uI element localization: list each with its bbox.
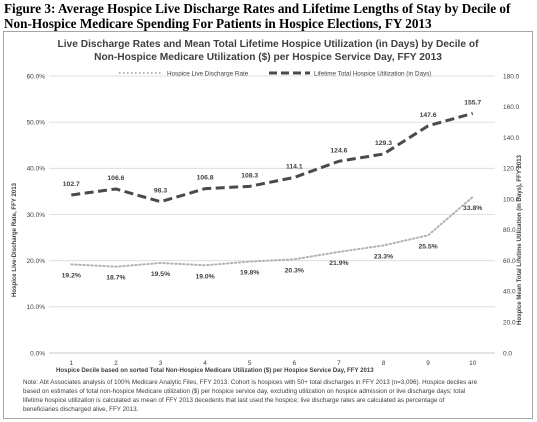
legend-label-live-discharge: Hospice Live Discharge Rate (167, 71, 249, 78)
x-axis-tick-label: 9 (426, 360, 430, 367)
data-label-lifetime-utilization: 129.3 (375, 140, 392, 147)
left-axis-tick-label: 20.0% (27, 258, 46, 265)
x-axis-label: Hospice Decile based on sorted Total Non… (56, 367, 374, 374)
data-label-live-discharge-rate: 23.3% (374, 253, 393, 260)
data-label-live-discharge-rate: 19.8% (240, 270, 259, 277)
right-axis-tick-label: 20.0 (503, 320, 516, 327)
data-label-lifetime-utilization: 108.3 (241, 172, 258, 179)
chart-title-line-2: Non-Hospice Medicare Utilization ($) per… (94, 52, 442, 63)
data-label-lifetime-utilization: 124.6 (330, 147, 347, 154)
series-layer: 19.2% 18.7% 19.5% 19.0% 19.8% 20.3% 21.9% 23.3%… (62, 99, 483, 281)
right-axis-tick-label: 160.0 (503, 104, 520, 111)
series-line-live-discharge-rate (70, 195, 474, 268)
right-axis-tick-label: 60.0 (503, 258, 516, 265)
data-label-live-discharge-rate: 25.5% (418, 243, 437, 250)
x-axis-tick-label: 4 (203, 360, 207, 367)
right-axis-tick-label: 100.0 (503, 196, 520, 203)
data-label-lifetime-utilization: 98.3 (154, 188, 167, 195)
x-axis-ticks: 1 2 3 4 5 6 7 8 9 10 (69, 360, 476, 367)
left-axis-tick-label: 50.0% (27, 119, 46, 126)
left-axis-tick-label: 10.0% (27, 304, 46, 311)
legend: Hospice Live Discharge Rate Lifetime Tot… (119, 71, 431, 78)
legend-label-lifetime-utilization: Lifetime Total Hospice Utilization (in D… (314, 71, 431, 78)
x-axis-tick-label: 1 (69, 360, 73, 367)
x-axis-tick-label: 6 (292, 360, 296, 367)
data-label-lifetime-utilization: 106.8 (197, 175, 214, 182)
figure-title-line-1: Figure 3: Average Hospice Live Discharge… (4, 1, 511, 16)
left-axis-label: Hospice Live-Discharge Rate, FFY 2013 (11, 182, 18, 297)
left-axis-tick-label: 0.0% (30, 350, 45, 357)
data-label-live-discharge-rate: 33.8% (463, 205, 482, 212)
series-line-lifetime-utilization (71, 111, 474, 204)
chart-title-line-1: Live Discharge Rates and Mean Total Life… (58, 39, 480, 50)
data-label-live-discharge-rate: 19.0% (195, 273, 214, 280)
right-axis-tick-label: 80.0 (503, 227, 516, 234)
data-label-lifetime-utilization: 102.7 (63, 181, 80, 188)
right-axis-tick-label: 0.0 (503, 350, 512, 357)
note-line-2: based on estimates of total non-hospice … (23, 388, 465, 395)
dual-axis-line-chart: Live Discharge Rates and Mean Total Life… (11, 39, 523, 413)
left-axis-ticks: 0.0% 10.0% 20.0% 30.0% 40.0% 50.0% 60.0% (27, 73, 46, 357)
data-label-lifetime-utilization: 147.6 (420, 112, 437, 119)
left-axis-tick-label: 30.0% (27, 212, 46, 219)
data-label-live-discharge-rate: 19.5% (151, 271, 170, 278)
data-label-lifetime-utilization: 114.1 (286, 163, 303, 170)
figure-title: Figure 3: Average Hospice Live Discharge… (4, 1, 534, 31)
right-axis-tick-label: 140.0 (503, 135, 520, 142)
x-axis-tick-label: 2 (114, 360, 118, 367)
data-label-live-discharge-rate: 21.9% (329, 260, 348, 267)
chart-frame: Live Discharge Rates and Mean Total Life… (3, 31, 533, 419)
data-label-lifetime-utilization: 155.7 (464, 99, 481, 106)
x-axis-tick-label: 10 (469, 360, 477, 367)
left-axis-tick-label: 60.0% (27, 73, 46, 80)
right-axis-tick-label: 40.0 (503, 289, 516, 296)
note-line-3: lifetime hospice utilization is calculat… (23, 397, 445, 404)
x-axis-tick-label: 8 (382, 360, 386, 367)
right-axis-tick-label: 120.0 (503, 166, 520, 173)
data-label-live-discharge-rate: 18.7% (106, 275, 125, 282)
data-label-live-discharge-rate: 20.3% (285, 267, 304, 274)
figure-title-line-2: Non-Hospice Medicare Spending For Patien… (4, 16, 432, 31)
right-axis-tick-label: 180.0 (503, 73, 520, 80)
data-label-live-discharge-rate: 19.2% (62, 272, 81, 279)
right-axis-ticks: 0.0 20.0 40.0 60.0 80.0 100.0 120.0 140.0 160.0 1… (503, 73, 520, 357)
note-line-1: Note: Abt Associates analysis of 100% Me… (23, 379, 478, 386)
x-axis-tick-label: 5 (248, 360, 252, 367)
data-label-lifetime-utilization: 106.6 (107, 175, 124, 182)
left-axis-tick-label: 40.0% (27, 166, 46, 173)
x-axis-tick-label: 7 (337, 360, 341, 367)
right-axis-label: Hospice Mean Total Lifetime Utilization … (516, 154, 523, 325)
note-line-4: beneficiaries discharged alive, FFY 2013… (23, 406, 139, 413)
x-axis-tick-label: 3 (159, 360, 163, 367)
